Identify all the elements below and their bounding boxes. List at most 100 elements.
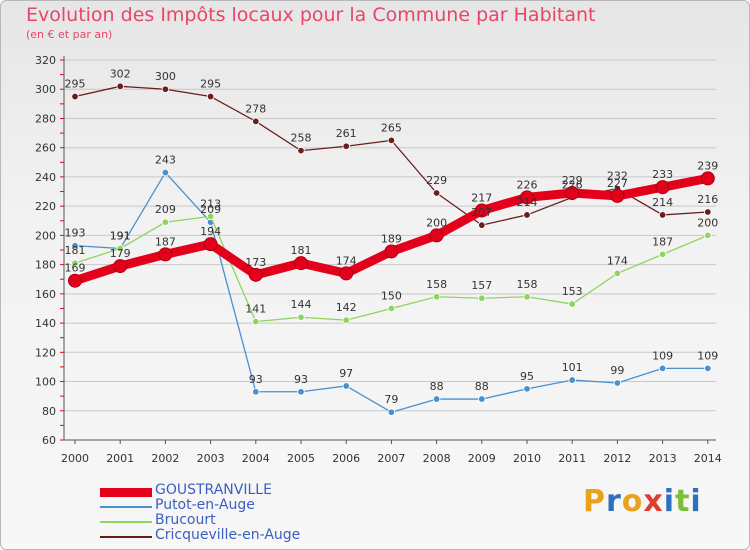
data-label: 174 bbox=[607, 254, 628, 267]
data-point bbox=[523, 211, 531, 219]
data-point bbox=[342, 142, 350, 150]
data-label: 191 bbox=[110, 230, 131, 243]
data-point bbox=[655, 180, 670, 195]
data-point bbox=[565, 186, 580, 200]
x-tick-label: 2011 bbox=[558, 452, 586, 465]
data-label: 95 bbox=[520, 370, 534, 383]
data-label: 232 bbox=[607, 170, 628, 183]
data-label: 181 bbox=[65, 244, 86, 257]
data-point bbox=[704, 208, 712, 216]
y-tick-label: 260 bbox=[35, 142, 56, 155]
data-label: 174 bbox=[336, 254, 357, 267]
data-label: 193 bbox=[65, 227, 86, 240]
y-tick-label: 120 bbox=[35, 346, 56, 359]
data-label: 243 bbox=[155, 154, 176, 167]
x-tick-label: 2010 bbox=[513, 452, 541, 465]
data-label: 229 bbox=[426, 174, 447, 187]
data-point bbox=[658, 250, 667, 259]
data-label: 261 bbox=[336, 127, 357, 140]
x-tick-label: 2005 bbox=[287, 452, 315, 465]
data-label: 233 bbox=[652, 168, 673, 181]
data-point bbox=[478, 294, 486, 302]
x-tick-label: 2013 bbox=[649, 452, 677, 465]
data-label: 278 bbox=[245, 102, 266, 115]
data-point bbox=[658, 364, 667, 373]
data-point bbox=[478, 395, 486, 403]
x-tick-label: 2008 bbox=[423, 452, 451, 465]
data-label: 169 bbox=[65, 262, 86, 275]
data-label: 302 bbox=[110, 67, 131, 80]
x-tick-label: 2012 bbox=[603, 452, 631, 465]
data-label: 227 bbox=[607, 177, 628, 190]
data-point bbox=[294, 256, 308, 271]
data-label: 189 bbox=[381, 232, 402, 245]
data-point bbox=[568, 376, 576, 384]
data-point bbox=[387, 408, 396, 416]
x-tick-label: 2002 bbox=[151, 452, 179, 465]
data-label: 101 bbox=[562, 361, 583, 374]
data-label: 97 bbox=[339, 367, 353, 380]
legend-swatch bbox=[100, 506, 152, 508]
data-label: 295 bbox=[200, 78, 221, 91]
x-tick-label: 2009 bbox=[468, 452, 496, 465]
data-point bbox=[384, 244, 399, 259]
data-point bbox=[342, 382, 350, 390]
data-point bbox=[248, 267, 263, 282]
data-point bbox=[613, 379, 622, 387]
data-label: 179 bbox=[110, 247, 131, 260]
data-point bbox=[252, 388, 260, 396]
data-label: 226 bbox=[562, 178, 583, 191]
data-label: 141 bbox=[245, 303, 266, 316]
data-point bbox=[297, 313, 305, 321]
data-point bbox=[478, 221, 486, 229]
data-label: 209 bbox=[200, 203, 221, 216]
data-point bbox=[613, 269, 622, 278]
y-tick-label: 180 bbox=[35, 259, 56, 272]
data-point bbox=[158, 247, 173, 262]
data-point bbox=[658, 211, 667, 219]
x-tick-label: 2000 bbox=[61, 452, 89, 465]
data-label: 88 bbox=[430, 380, 444, 393]
data-point bbox=[432, 293, 441, 301]
chart-subtitle: (en € et par an) bbox=[26, 28, 113, 41]
data-label: 207 bbox=[471, 206, 492, 219]
data-label: 109 bbox=[652, 349, 673, 362]
data-label: 229 bbox=[562, 174, 583, 187]
data-point bbox=[71, 92, 79, 101]
data-point bbox=[203, 237, 218, 252]
data-point bbox=[704, 364, 712, 373]
data-label: 300 bbox=[155, 70, 176, 83]
data-label: 191 bbox=[110, 230, 131, 243]
chart-title: Evolution des Impôts locaux pour la Comm… bbox=[26, 4, 596, 26]
data-label: 88 bbox=[475, 380, 489, 393]
data-point bbox=[474, 203, 489, 218]
y-tick-label: 80 bbox=[42, 405, 56, 418]
y-tick-label: 300 bbox=[35, 83, 56, 96]
data-point bbox=[71, 259, 79, 267]
data-label: 79 bbox=[384, 393, 398, 406]
data-point bbox=[387, 304, 396, 313]
y-tick-label: 100 bbox=[35, 376, 56, 389]
data-label: 150 bbox=[381, 289, 402, 302]
data-label: 99 bbox=[610, 364, 624, 377]
data-point bbox=[297, 388, 305, 396]
x-tick-label: 2003 bbox=[197, 452, 225, 465]
data-label: 181 bbox=[291, 244, 312, 257]
legend-label: Cricqueville-en-Auge bbox=[155, 527, 301, 543]
y-tick-label: 200 bbox=[35, 229, 56, 242]
legend-swatch bbox=[100, 487, 152, 497]
data-point bbox=[206, 212, 215, 221]
data-point bbox=[704, 231, 712, 240]
y-tick-label: 280 bbox=[35, 112, 56, 125]
data-label: 200 bbox=[426, 216, 447, 229]
data-point bbox=[252, 317, 260, 326]
data-label: 187 bbox=[155, 235, 176, 248]
data-label: 216 bbox=[697, 193, 718, 206]
data-point bbox=[116, 82, 124, 91]
data-label: 194 bbox=[200, 225, 221, 238]
legend-swatch bbox=[100, 521, 152, 523]
data-label: 209 bbox=[155, 203, 176, 216]
y-tick-label: 320 bbox=[35, 54, 56, 67]
